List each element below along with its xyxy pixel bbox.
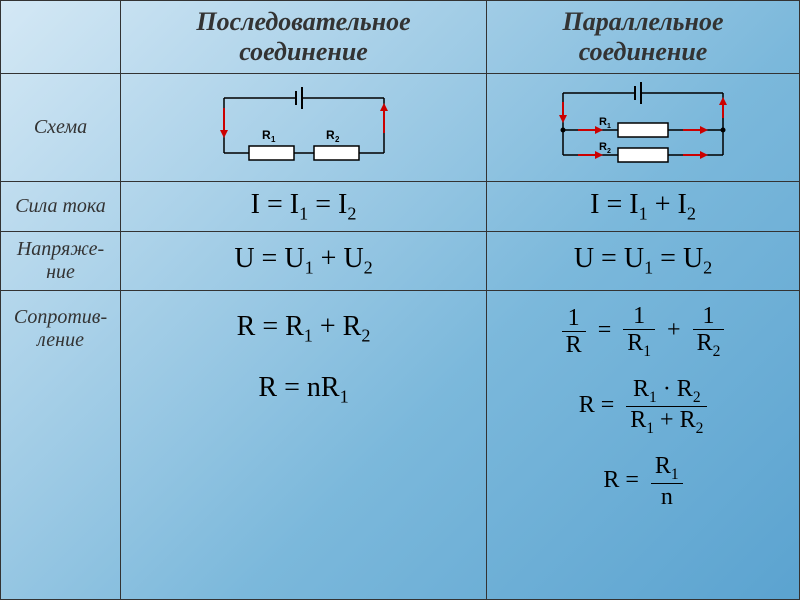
corner-cell	[1, 1, 121, 74]
svg-text:R: R	[599, 116, 607, 128]
formula-voltage-parallel: U = U1 = U2	[574, 243, 712, 274]
formula-resistance-parallel-2: R = R1 · R2 R1 + R2	[579, 376, 708, 437]
formula-current-series: I = I1 = I2	[251, 189, 357, 220]
formula-resistance-series-2: R = nR1	[258, 372, 348, 408]
parallel-circuit-icon: R 1 R 2	[533, 80, 753, 175]
series-circuit-icon: R 1 R 2	[194, 83, 414, 173]
voltage-row: Напряже- ние U = U1 + U2 U = U1 = U2	[1, 232, 800, 291]
header-row: Последовательное соединение Параллельное…	[1, 1, 800, 74]
row-label-resistance: Сопротив- ление	[1, 291, 121, 600]
row-label-schema: Схема	[1, 74, 121, 182]
parallel-schema-cell: R 1 R 2	[487, 74, 800, 182]
svg-text:1: 1	[607, 123, 611, 130]
svg-text:1: 1	[271, 135, 276, 144]
row-label-voltage: Напряже- ние	[1, 232, 121, 291]
formula-resistance-series-1: R = R1 + R2	[237, 311, 371, 347]
formula-resistance-parallel-3: R = R1 n	[603, 453, 682, 510]
svg-text:R: R	[599, 141, 607, 153]
formula-current-parallel: I = I1 + I2	[590, 189, 696, 220]
series-schema-cell: R 1 R 2	[121, 74, 487, 182]
svg-text:R: R	[326, 128, 335, 142]
current-row: Сила тока I = I1 = I2 I = I1 + I2	[1, 182, 800, 232]
header-series: Последовательное соединение	[121, 1, 487, 74]
current-series-cell: I = I1 = I2	[121, 182, 487, 232]
resistance-parallel-cell: 1R = 1R1 + 1R2 R = R1 · R2 R1 + R2 R =	[487, 291, 800, 600]
voltage-series-cell: U = U1 + U2	[121, 232, 487, 291]
header-parallel: Параллельное соединение	[487, 1, 800, 74]
resistance-series-cell: R = R1 + R2 R = nR1	[121, 291, 487, 600]
svg-text:2: 2	[607, 148, 611, 155]
row-label-current: Сила тока	[1, 182, 121, 232]
formula-resistance-parallel-1: 1R = 1R1 + 1R2	[562, 303, 725, 360]
schema-row: Схема	[1, 74, 800, 182]
resistance-row: Сопротив- ление R = R1 + R2 R = nR1 1R =…	[1, 291, 800, 600]
voltage-parallel-cell: U = U1 = U2	[487, 232, 800, 291]
svg-text:R: R	[262, 128, 271, 142]
comparison-table: Последовательное соединение Параллельное…	[0, 0, 800, 600]
current-parallel-cell: I = I1 + I2	[487, 182, 800, 232]
formula-voltage-series: U = U1 + U2	[234, 243, 372, 274]
svg-text:2: 2	[335, 135, 340, 144]
